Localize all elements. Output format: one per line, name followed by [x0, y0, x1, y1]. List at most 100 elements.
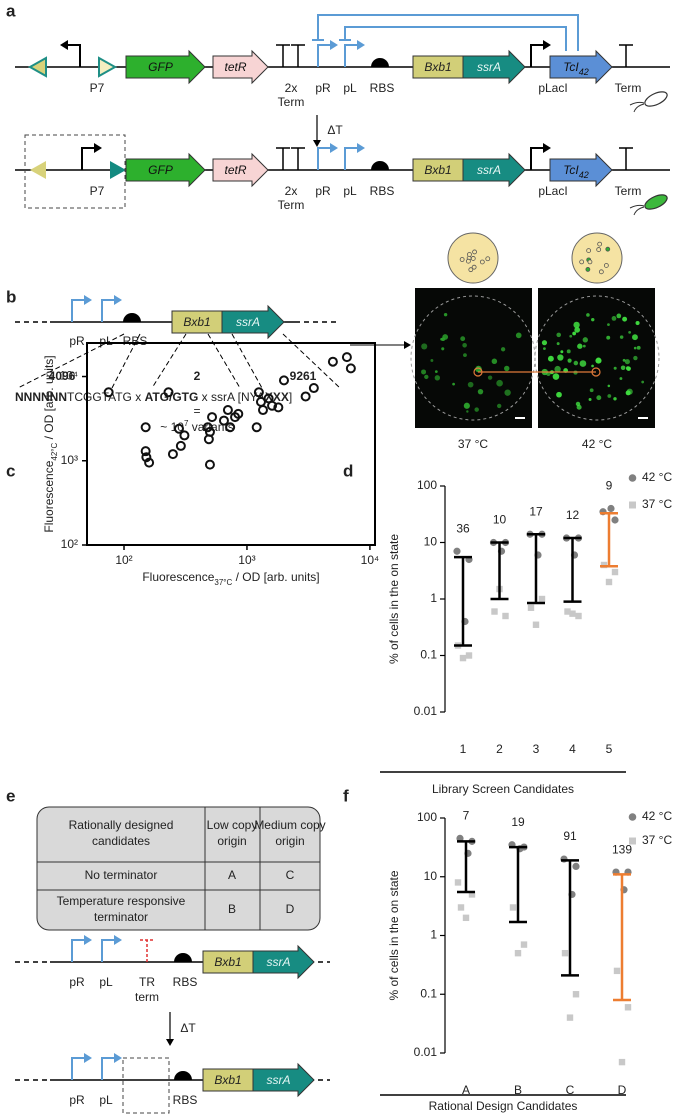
label: 0.1 — [420, 648, 437, 662]
point — [175, 440, 186, 451]
point — [459, 654, 467, 662]
cell — [611, 315, 617, 321]
point — [222, 405, 233, 416]
sequence: NNNNNNTCGGTATG x ATG/GTG x ssrA [NYAXXX] — [15, 390, 292, 404]
label: pLacI — [538, 81, 567, 95]
gene — [125, 49, 206, 85]
label: 91 — [563, 829, 577, 843]
cell — [543, 347, 546, 351]
cell — [591, 364, 594, 368]
point — [538, 595, 546, 603]
point — [140, 422, 151, 433]
label: 2x — [285, 184, 298, 198]
cell — [434, 375, 441, 381]
point — [204, 426, 215, 437]
cell — [567, 358, 572, 363]
colony — [471, 264, 477, 270]
label: 10⁴ — [361, 553, 380, 567]
cell — [467, 381, 474, 388]
point — [509, 904, 517, 911]
cell — [573, 360, 579, 366]
gene — [549, 49, 613, 85]
cell — [613, 397, 617, 401]
gene-label-part: ssrA — [477, 60, 501, 74]
point — [465, 652, 473, 659]
gene — [212, 49, 269, 85]
point — [566, 1014, 574, 1021]
label: 37 °C — [642, 833, 672, 847]
label: 37 °C — [458, 437, 488, 451]
label: pR — [69, 975, 85, 989]
cell — [628, 331, 632, 334]
point — [624, 1004, 632, 1011]
label: ΔT — [327, 123, 343, 137]
point — [253, 387, 264, 398]
panel-label: c — [6, 461, 15, 480]
label: pR — [315, 81, 331, 95]
label: C — [286, 868, 295, 882]
terminator — [276, 44, 290, 67]
colony — [465, 258, 471, 264]
point — [520, 941, 528, 948]
point — [561, 949, 569, 957]
point — [173, 423, 184, 434]
cell — [575, 401, 581, 407]
cell — [589, 388, 594, 393]
promoter — [101, 939, 114, 962]
label: RBS — [173, 1093, 198, 1107]
panel-label: a — [6, 1, 16, 20]
point — [502, 612, 509, 620]
colony — [470, 256, 476, 261]
gene — [252, 944, 315, 980]
label: 9 — [606, 479, 613, 493]
promoter — [530, 147, 543, 170]
colony — [485, 256, 491, 262]
promoter-head — [84, 1053, 92, 1063]
point — [144, 457, 155, 468]
gene-label: Bxb1 — [183, 315, 210, 329]
cell — [624, 359, 630, 365]
gene-label-part: 42 — [579, 67, 589, 77]
point — [140, 446, 151, 457]
label: B — [514, 1083, 522, 1097]
point — [103, 387, 114, 398]
label: 42 °C — [642, 470, 672, 484]
promoter — [101, 299, 114, 322]
point — [572, 991, 580, 998]
point — [527, 604, 535, 611]
promoter-head — [114, 1053, 122, 1063]
label: Library Screen Candidates — [432, 782, 574, 796]
point — [605, 578, 613, 586]
colony — [603, 263, 609, 268]
promoter — [71, 1057, 84, 1080]
label: terminator — [94, 910, 148, 924]
cell — [442, 334, 449, 340]
label: 9261 — [290, 369, 317, 383]
gene-label: TcI42 — [563, 163, 589, 180]
colony — [472, 249, 477, 255]
gene-label: Bxb1 — [214, 1073, 241, 1087]
sequence-part: XXX — [265, 390, 289, 404]
label: 1 — [430, 928, 437, 942]
cell — [622, 358, 626, 362]
cell — [541, 340, 548, 346]
axis-label: % of cells in the on state — [387, 534, 401, 664]
cell — [491, 358, 498, 365]
point — [233, 408, 244, 419]
promoter — [81, 147, 94, 170]
promoter-head — [84, 935, 92, 945]
label: 10 — [493, 513, 507, 527]
cell — [546, 371, 551, 376]
point — [327, 356, 338, 367]
point — [575, 612, 582, 620]
cell — [582, 337, 588, 343]
label: pL — [99, 975, 113, 989]
cell — [619, 377, 623, 380]
cell — [556, 332, 561, 338]
recombination-site — [110, 161, 126, 179]
gene-label: GFP — [148, 60, 173, 74]
tracked-cell — [591, 367, 601, 377]
colony — [587, 259, 593, 265]
gene-label-part: tetR — [224, 60, 246, 74]
cell — [504, 365, 510, 372]
